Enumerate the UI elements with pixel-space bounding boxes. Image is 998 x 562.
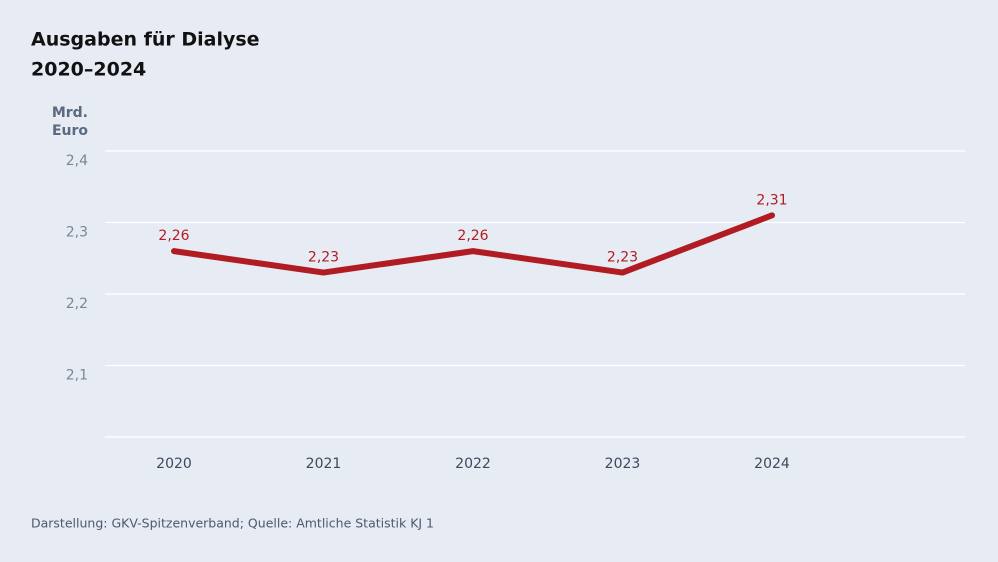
y-tick-label: 2,4 bbox=[66, 153, 88, 169]
x-tick-label: 2023 bbox=[605, 456, 641, 472]
data-line bbox=[171, 212, 775, 276]
y-axis-label: Euro bbox=[52, 123, 88, 139]
data-label: 2,23 bbox=[607, 250, 638, 266]
x-tick-label: 2020 bbox=[156, 456, 192, 472]
data-label: 2,26 bbox=[457, 228, 488, 244]
data-label: 2,31 bbox=[756, 192, 787, 208]
x-tick-label: 2021 bbox=[306, 456, 342, 472]
chart-subtitle: 2020–2024 bbox=[31, 59, 146, 81]
y-axis-label: Mrd. bbox=[52, 105, 88, 121]
y-tick-label: 2,3 bbox=[66, 225, 88, 241]
data-label: 2,26 bbox=[158, 228, 189, 244]
y-tick-label: 2,2 bbox=[66, 296, 88, 312]
chart-title: Ausgaben für Dialyse bbox=[31, 29, 260, 51]
x-tick-label: 2022 bbox=[455, 456, 491, 472]
y-tick-label: 2,1 bbox=[66, 368, 88, 384]
x-tick-label: 2024 bbox=[754, 456, 790, 472]
data-label: 2,23 bbox=[308, 250, 339, 266]
source-note: Darstellung: GKV-Spitzenverband; Quelle:… bbox=[31, 516, 434, 531]
